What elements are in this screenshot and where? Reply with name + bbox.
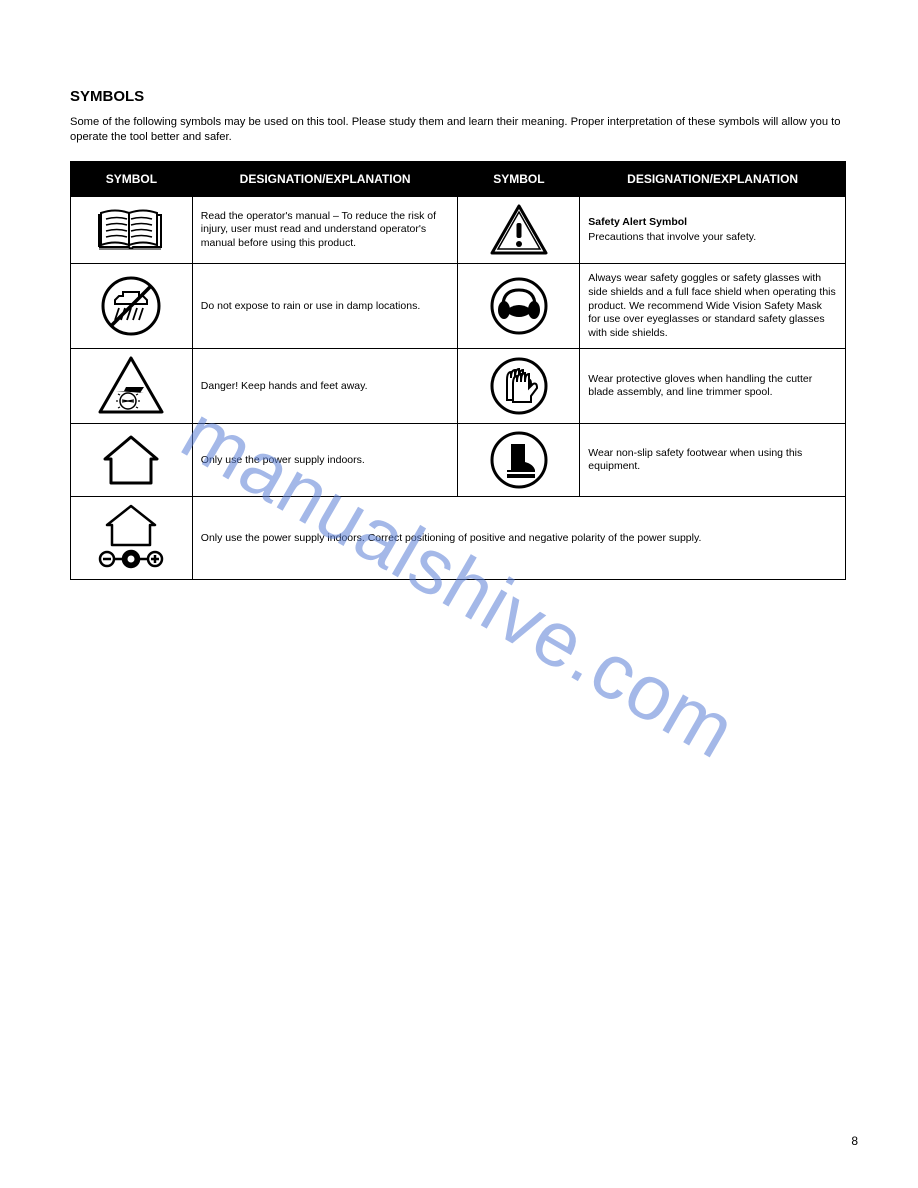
symbol-cell <box>458 349 580 424</box>
footwear-icon <box>489 430 549 490</box>
warn-text: Precautions that involve your safety. <box>588 231 756 243</box>
warning-triangle-icon <box>488 203 550 257</box>
desc-cell: Wear protective gloves when handling the… <box>580 349 846 424</box>
desc-cell: Wear non-slip safety footwear when using… <box>580 424 846 497</box>
house-icon <box>101 433 161 487</box>
symbol-cell <box>71 349 193 424</box>
symbol-cell <box>71 264 193 349</box>
desc-cell: Only use the power supply indoors. <box>192 424 458 497</box>
desc-cell: Safety Alert Symbol Precautions that inv… <box>580 197 846 264</box>
symbol-cell <box>71 497 193 580</box>
symbol-cell <box>458 264 580 349</box>
page-number: 8 <box>851 1134 858 1148</box>
th-symbol-2: SYMBOL <box>458 162 580 197</box>
intro-text: Some of the following symbols may be use… <box>70 115 846 145</box>
desc-cell: Danger! Keep hands and feet away. <box>192 349 458 424</box>
blade-danger-icon <box>96 355 166 417</box>
table-row: Only use the power supply indoors. Corre… <box>71 497 846 580</box>
desc-cell: Always wear safety goggles or safety gla… <box>580 264 846 349</box>
gloves-icon <box>489 356 549 416</box>
desc-cell-merged: Only use the power supply indoors. Corre… <box>192 497 845 580</box>
symbol-cell <box>71 197 193 264</box>
th-symbol-1: SYMBOL <box>71 162 193 197</box>
th-desc-2: DESIGNATION/EXPLANATION <box>580 162 846 197</box>
table-row: Read the operator's manual – To reduce t… <box>71 197 846 264</box>
no-rain-icon <box>99 274 163 338</box>
table-row: Do not expose to rain or use in damp loc… <box>71 264 846 349</box>
desc-cell: Do not expose to rain or use in damp loc… <box>192 264 458 349</box>
th-desc-1: DESIGNATION/EXPLANATION <box>192 162 458 197</box>
page-content: SYMBOLS Some of the following symbols ma… <box>70 88 846 580</box>
symbol-cell <box>458 197 580 264</box>
manual-icon <box>97 205 165 255</box>
symbols-table: SYMBOL DESIGNATION/EXPLANATION SYMBOL DE… <box>70 161 846 580</box>
symbol-cell <box>458 424 580 497</box>
desc-cell: Read the operator's manual – To reduce t… <box>192 197 458 264</box>
eye-ear-protection-icon <box>489 276 549 336</box>
section-title: SYMBOLS <box>70 88 846 105</box>
symbol-cell <box>71 424 193 497</box>
table-row: Only use the power supply indoors. Wear … <box>71 424 846 497</box>
warn-title: Safety Alert Symbol <box>588 216 837 230</box>
table-row: Danger! Keep hands and feet away. Wear p… <box>71 349 846 424</box>
house-polarity-icon <box>95 503 167 573</box>
